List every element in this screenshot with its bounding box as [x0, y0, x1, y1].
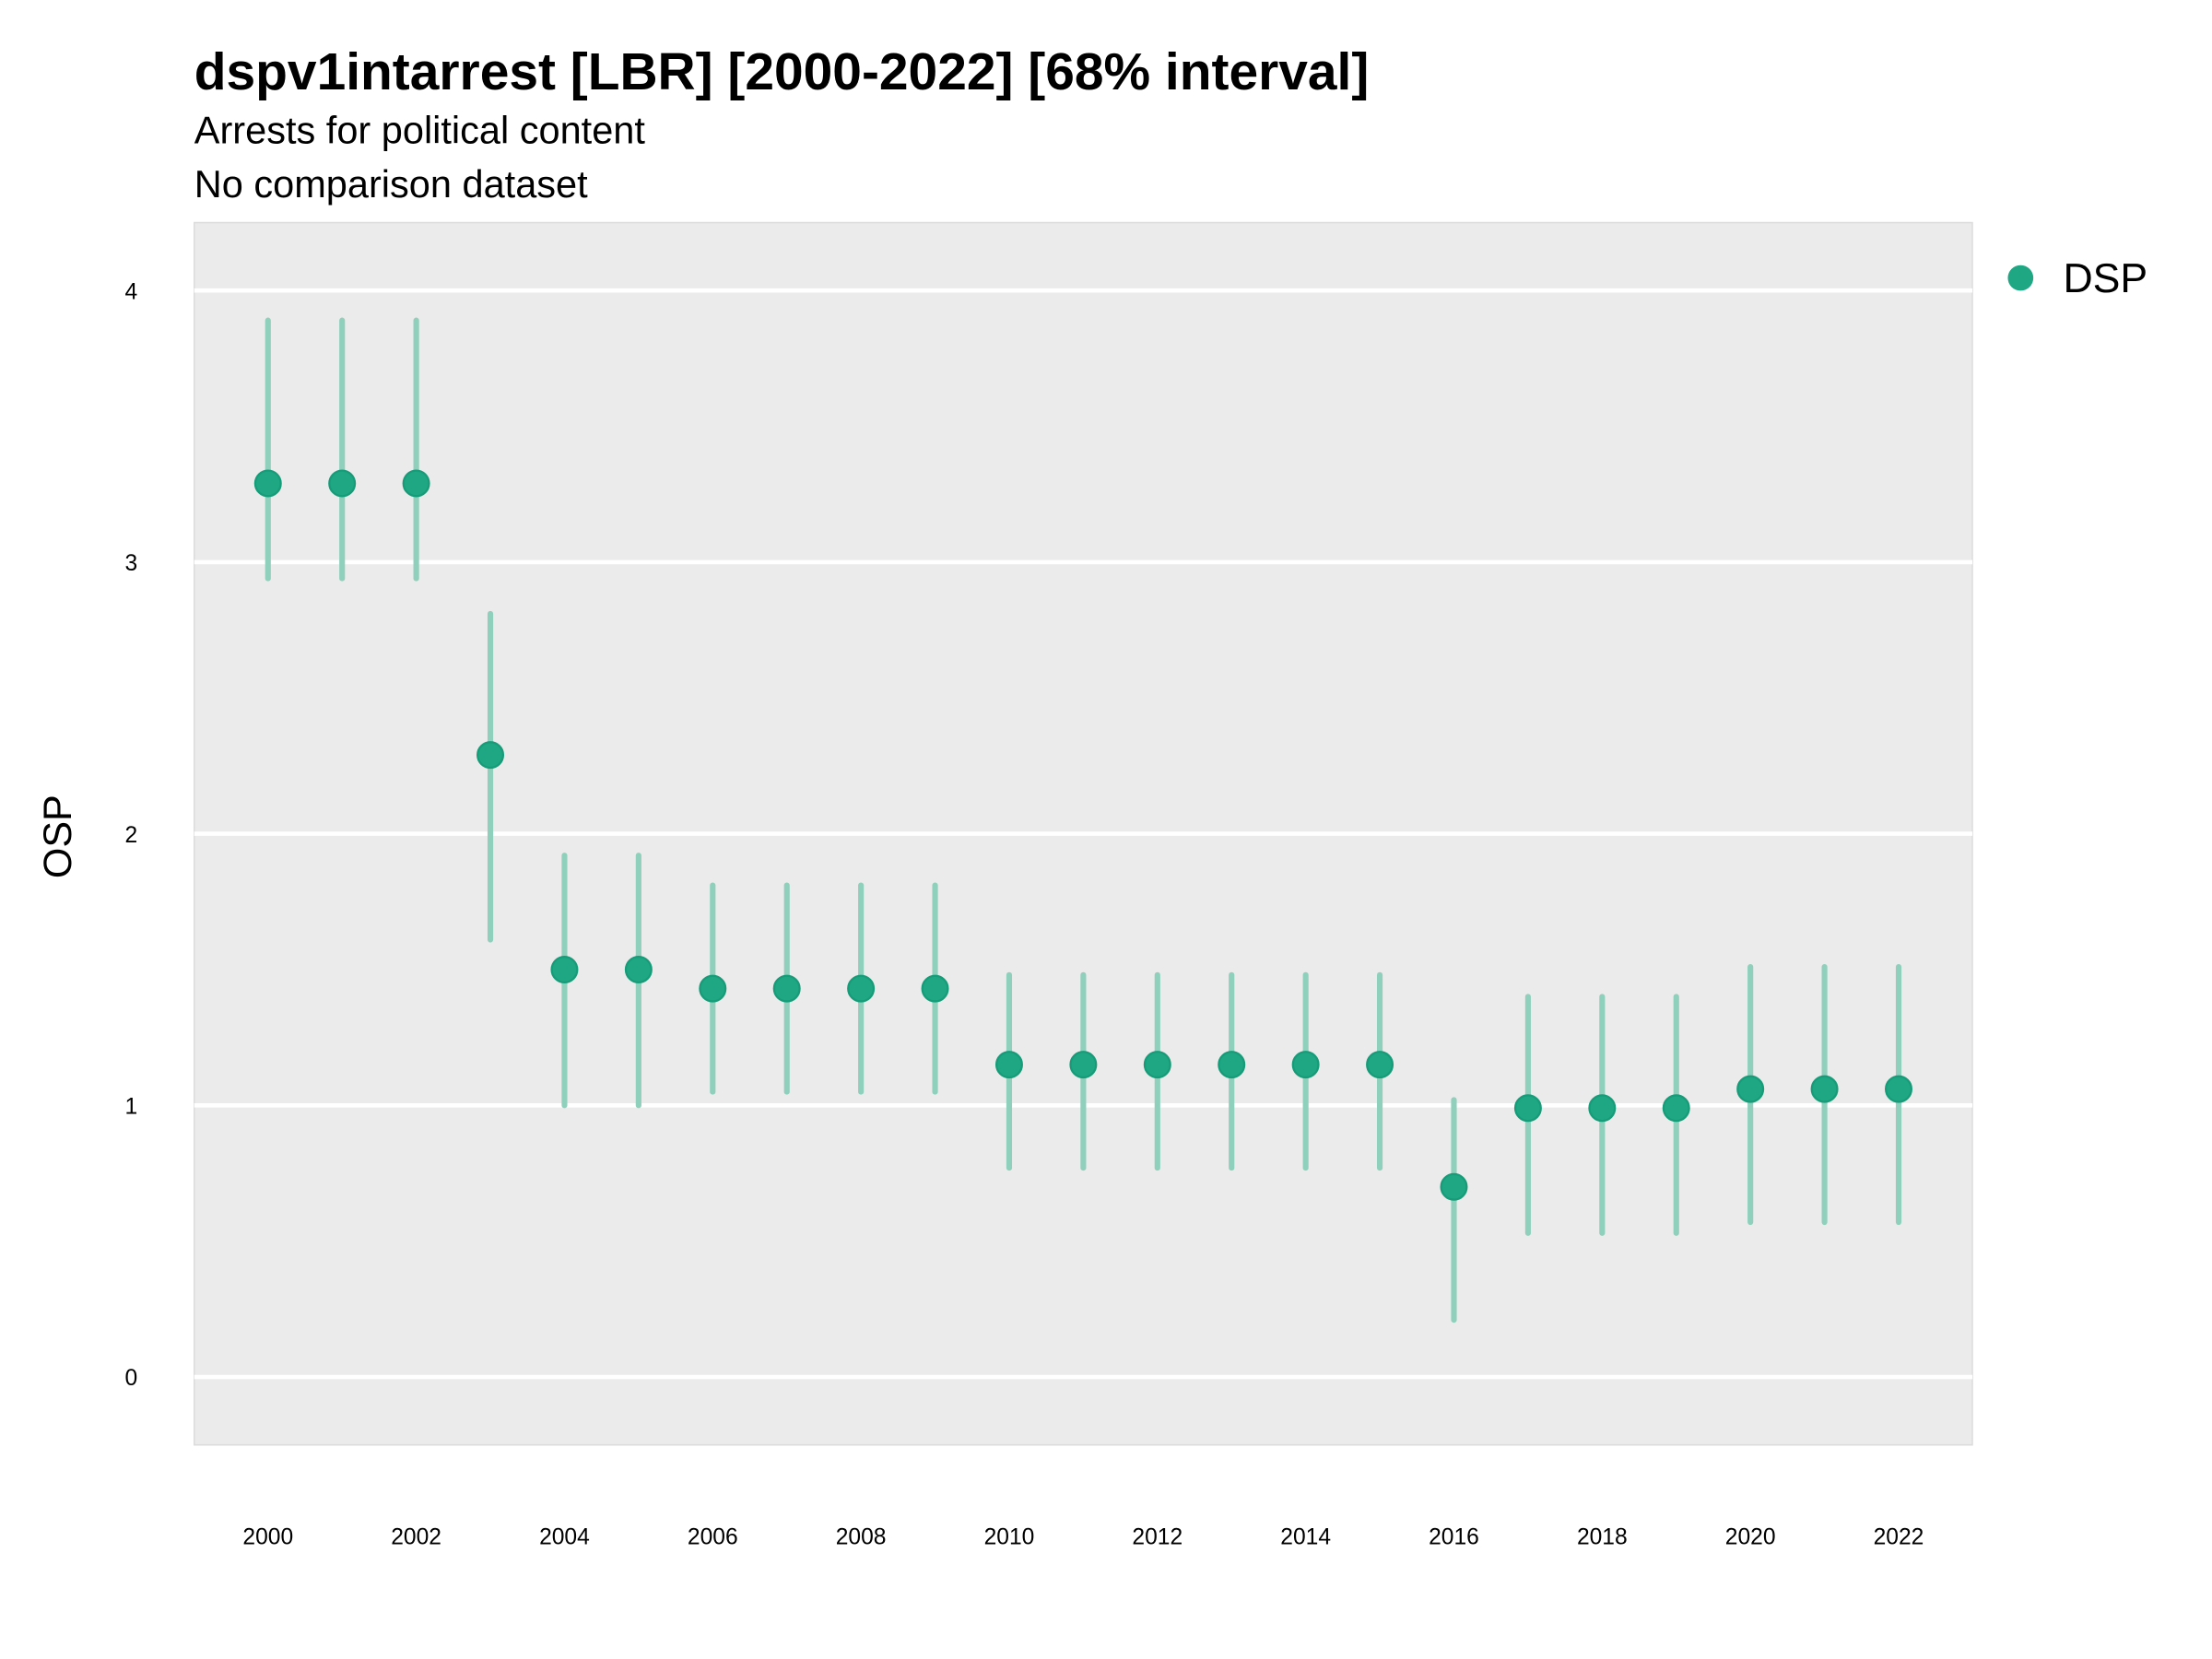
point-2004 — [550, 955, 579, 983]
x-tick-label-2006: 2006 — [688, 1524, 738, 1549]
legend-marker-dsp — [2007, 265, 2034, 291]
x-tick-label-2020: 2020 — [1725, 1524, 1776, 1549]
x-tick-label-2002: 2002 — [391, 1524, 441, 1549]
y-tick-label-2: 2 — [125, 823, 138, 848]
point-2015 — [1366, 1051, 1394, 1079]
x-tick-label-2000: 2000 — [242, 1524, 293, 1549]
point-2014 — [1291, 1051, 1320, 1079]
point-2019 — [1662, 1094, 1690, 1123]
point-2011 — [1069, 1051, 1098, 1079]
y-axis-label: OSP — [36, 794, 80, 878]
chart-subtitle: Arrests for political content — [194, 108, 646, 151]
x-tick-label-2012: 2012 — [1132, 1524, 1182, 1549]
x-tick-label-2008: 2008 — [836, 1524, 887, 1549]
point-2003 — [477, 741, 505, 770]
chart-title: dspv1intarrest [LBR] [2000-2022] [68% in… — [194, 42, 1370, 101]
y-tick-label-3: 3 — [125, 551, 138, 576]
point-2013 — [1218, 1051, 1246, 1079]
y-tick-label-4: 4 — [125, 279, 138, 304]
point-2012 — [1143, 1051, 1171, 1079]
point-2021 — [1810, 1075, 1839, 1103]
legend: DSP — [2007, 256, 2147, 301]
x-tick-label-2004: 2004 — [539, 1524, 590, 1549]
point-2016 — [1440, 1172, 1468, 1201]
point-2017 — [1513, 1094, 1542, 1123]
x-tick-label-2018: 2018 — [1577, 1524, 1628, 1549]
x-tick-label-2014: 2014 — [1280, 1524, 1331, 1549]
point-2022 — [1885, 1075, 1912, 1103]
point-2020 — [1736, 1075, 1765, 1103]
point-2009 — [921, 974, 949, 1003]
point-2002 — [402, 469, 430, 498]
y-tick-label-0: 0 — [125, 1366, 138, 1391]
x-tick-label-2010: 2010 — [984, 1524, 1035, 1549]
point-2018 — [1588, 1094, 1617, 1123]
legend-label-dsp: DSP — [2063, 256, 2147, 301]
point-2006 — [699, 974, 727, 1003]
point-2008 — [847, 974, 876, 1003]
x-tick-label-2022: 2022 — [1874, 1524, 1924, 1549]
x-tick-label-2016: 2016 — [1429, 1524, 1479, 1549]
point-2000 — [253, 469, 282, 498]
point-2005 — [624, 955, 653, 983]
point-2001 — [328, 469, 357, 498]
y-tick-label-1: 1 — [125, 1095, 138, 1120]
chart-caption: No comparison dataset — [194, 162, 588, 206]
point-2010 — [994, 1051, 1023, 1079]
point-2007 — [772, 974, 801, 1003]
